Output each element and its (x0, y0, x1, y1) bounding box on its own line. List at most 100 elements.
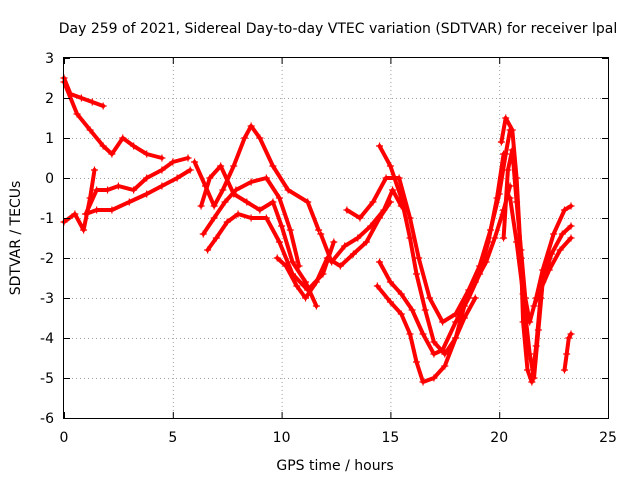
data-point-marker (556, 246, 564, 254)
series-track-15 (373, 282, 479, 386)
data-point-marker (143, 174, 151, 182)
data-point-marker (491, 234, 499, 242)
data-point-marker (286, 226, 294, 234)
data-point-marker (530, 302, 538, 310)
data-point-marker (93, 186, 101, 194)
data-point-marker (169, 158, 177, 166)
data-point-marker (567, 202, 575, 210)
data-point-marker (519, 290, 527, 298)
x-tick-label: 20 (490, 430, 508, 446)
plot-frame (63, 57, 609, 419)
data-point-marker (330, 238, 338, 246)
data-point-marker (275, 238, 283, 246)
data-point-marker (349, 250, 357, 258)
series-line (318, 188, 404, 264)
data-point-marker (99, 142, 107, 150)
data-point-marker (336, 262, 344, 270)
data-point-marker (125, 198, 133, 206)
data-point-marker (184, 154, 192, 162)
data-point-marker (493, 194, 501, 202)
data-point-marker (212, 234, 220, 242)
data-point-marker (158, 182, 166, 190)
data-point-marker (197, 202, 205, 210)
data-point-marker (550, 230, 558, 238)
data-point-marker (130, 186, 138, 194)
data-point-marker (317, 230, 325, 238)
data-point-marker (567, 330, 575, 338)
data-point-marker (230, 162, 238, 170)
data-point-marker (210, 202, 218, 210)
data-point-marker (563, 350, 571, 358)
data-point-marker (484, 238, 492, 246)
x-tick-label: 10 (273, 430, 291, 446)
data-point-marker (269, 162, 277, 170)
data-point-marker (256, 134, 264, 142)
data-point-marker (204, 246, 212, 254)
series-line (83, 156, 190, 216)
data-point-marker (295, 262, 303, 270)
data-point-marker (219, 186, 227, 194)
data-point-marker (71, 210, 79, 218)
data-point-marker (206, 174, 214, 182)
data-point-marker (88, 98, 96, 106)
data-point-marker (452, 334, 460, 342)
data-point-marker (565, 334, 573, 342)
data-point-marker (82, 210, 90, 218)
data-point-marker (217, 162, 225, 170)
data-point-marker (386, 162, 394, 170)
data-point-marker (460, 314, 468, 322)
data-point-marker (560, 366, 568, 374)
y-tick-label: -6 (40, 411, 54, 427)
data-point-marker (262, 214, 270, 222)
data-point-marker (73, 110, 81, 118)
y-tick-label: -1 (40, 211, 54, 227)
data-point-marker (558, 230, 566, 238)
data-point-marker (426, 294, 434, 302)
data-point-marker (419, 330, 427, 338)
data-point-marker (77, 94, 85, 102)
data-point-marker (413, 270, 421, 278)
data-point-marker (386, 298, 394, 306)
data-point-marker (547, 250, 555, 258)
y-tick-label: -2 (40, 251, 54, 267)
data-point-marker (421, 306, 429, 314)
data-point-marker (312, 302, 320, 310)
series-line (508, 196, 573, 380)
data-point-marker (397, 290, 405, 298)
data-point-marker (130, 142, 138, 150)
data-point-marker (247, 214, 255, 222)
data-point-marker (376, 142, 384, 150)
data-point-marker (158, 154, 166, 162)
data-point-marker (376, 258, 384, 266)
data-point-marker (430, 338, 438, 346)
data-point-marker (452, 318, 460, 326)
data-point-marker (508, 126, 516, 134)
data-point-marker (304, 198, 312, 206)
data-point-marker (523, 366, 531, 374)
y-tick-label: 3 (45, 51, 54, 67)
data-point-marker (108, 206, 116, 214)
data-point-marker (419, 378, 427, 386)
series-line (501, 148, 573, 324)
y-axis-label: SDTVAR / TECUs (8, 181, 24, 296)
data-point-marker (362, 238, 370, 246)
data-point-marker (80, 226, 88, 234)
data-point-marker (99, 102, 107, 110)
data-point-marker (288, 258, 296, 266)
data-point-marker (275, 194, 283, 202)
data-point-marker (173, 174, 181, 182)
data-point-marker (328, 258, 336, 266)
data-point-marker (341, 242, 349, 250)
data-point-marker (234, 210, 242, 218)
data-point-marker (413, 358, 421, 366)
data-point-marker (369, 198, 377, 206)
data-point-marker (367, 222, 375, 230)
data-point-marker (441, 362, 449, 370)
data-point-marker (199, 230, 207, 238)
data-point-marker (302, 278, 310, 286)
data-point-marker (143, 150, 151, 158)
data-point-marker (354, 234, 362, 242)
data-point-marker (262, 174, 270, 182)
data-point-marker (567, 222, 575, 230)
